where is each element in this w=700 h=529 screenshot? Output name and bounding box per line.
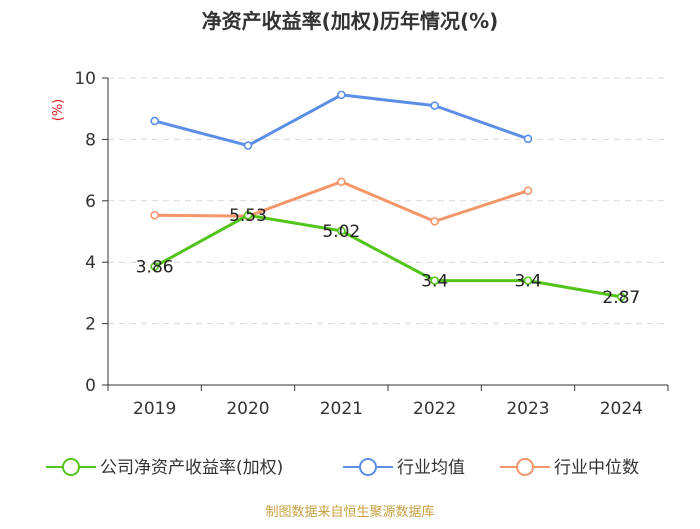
x-tick-label: 2023 (506, 399, 549, 419)
series-path (153, 213, 622, 299)
x-tick-label: 2021 (320, 399, 363, 419)
data-label: 3.4 (514, 272, 541, 292)
data-point (430, 101, 439, 110)
legend-label: 行业中位数 (554, 458, 639, 478)
data-label: 2.87 (602, 288, 640, 308)
source-footer: 制图数据来自恒生聚源数据库 (265, 504, 434, 520)
chart-title: 净资产收益率(加权)历年情况(%) (202, 9, 499, 33)
data-point (337, 90, 346, 100)
legend-label: 公司净资产收益率(加权) (100, 458, 283, 478)
series-path (154, 180, 529, 223)
data-point (150, 210, 159, 220)
data-point (523, 276, 533, 285)
data-point (523, 134, 533, 144)
x-tick-label: 2024 (600, 399, 643, 419)
data-label: 5.53 (229, 206, 267, 226)
data-point (523, 186, 533, 195)
data-point (243, 141, 253, 150)
data-point (430, 276, 439, 285)
legend-swatch-marker (516, 458, 534, 476)
legend-item-2[interactable]: 行业中位数 (500, 458, 639, 478)
series-line-0 (150, 210, 626, 302)
legend-item-0[interactable]: 公司净资产收益率(加权) (46, 458, 283, 478)
data-point (430, 217, 439, 226)
y-tick-label: 6 (85, 192, 96, 212)
axes: 0 2 4 6 8 10 2019 2020 2021 2022 2023 2024 (74, 69, 669, 419)
legend-swatch-marker (62, 458, 80, 476)
legend[interactable]: 公司净资产收益率(加权) 行业均值 行业中位数 (46, 458, 639, 478)
data-point (243, 210, 253, 220)
legend-item-1[interactable]: 行业均值 (343, 458, 465, 478)
series (150, 90, 626, 302)
y-tick-label: 10 (74, 69, 96, 89)
data-point (150, 262, 159, 271)
data-point (337, 226, 346, 236)
y-tick-label: 2 (85, 315, 96, 335)
data-point (337, 177, 346, 187)
data-labels: 3.86 5.53 5.02 3.4 3.4 2.87 (136, 206, 641, 308)
data-label: 3.4 (421, 272, 448, 292)
data-label: 3.86 (136, 257, 174, 277)
y-tick-label: 4 (85, 253, 96, 273)
series-path (154, 93, 529, 148)
y-tick-label: 0 (85, 376, 96, 396)
data-point (617, 292, 626, 302)
x-tick-label: 2022 (413, 399, 456, 419)
x-tick-label: 2019 (133, 399, 176, 419)
series-line-1 (150, 90, 533, 150)
data-label: 5.02 (322, 222, 360, 242)
y-axis-unit: (%) (51, 99, 66, 122)
legend-swatch-marker (359, 458, 377, 476)
x-tick-label: 2020 (226, 399, 269, 419)
legend-label: 行业均值 (397, 458, 465, 478)
y-tick-label: 8 (85, 130, 96, 150)
series-line-2 (150, 177, 533, 226)
data-point (150, 116, 159, 126)
